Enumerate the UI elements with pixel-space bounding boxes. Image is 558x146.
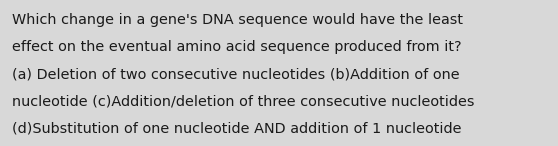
Text: (d)Substitution of one nucleotide AND addition of 1 nucleotide: (d)Substitution of one nucleotide AND ad… (12, 121, 462, 135)
Text: nucleotide (c)Addition/deletion of three consecutive nucleotides: nucleotide (c)Addition/deletion of three… (12, 94, 475, 108)
Text: Which change in a gene's DNA sequence would have the least: Which change in a gene's DNA sequence wo… (12, 13, 463, 27)
Text: (a) Deletion of two consecutive nucleotides (b)Addition of one: (a) Deletion of two consecutive nucleoti… (12, 67, 460, 81)
Text: effect on the eventual amino acid sequence produced from it?: effect on the eventual amino acid sequen… (12, 40, 462, 54)
